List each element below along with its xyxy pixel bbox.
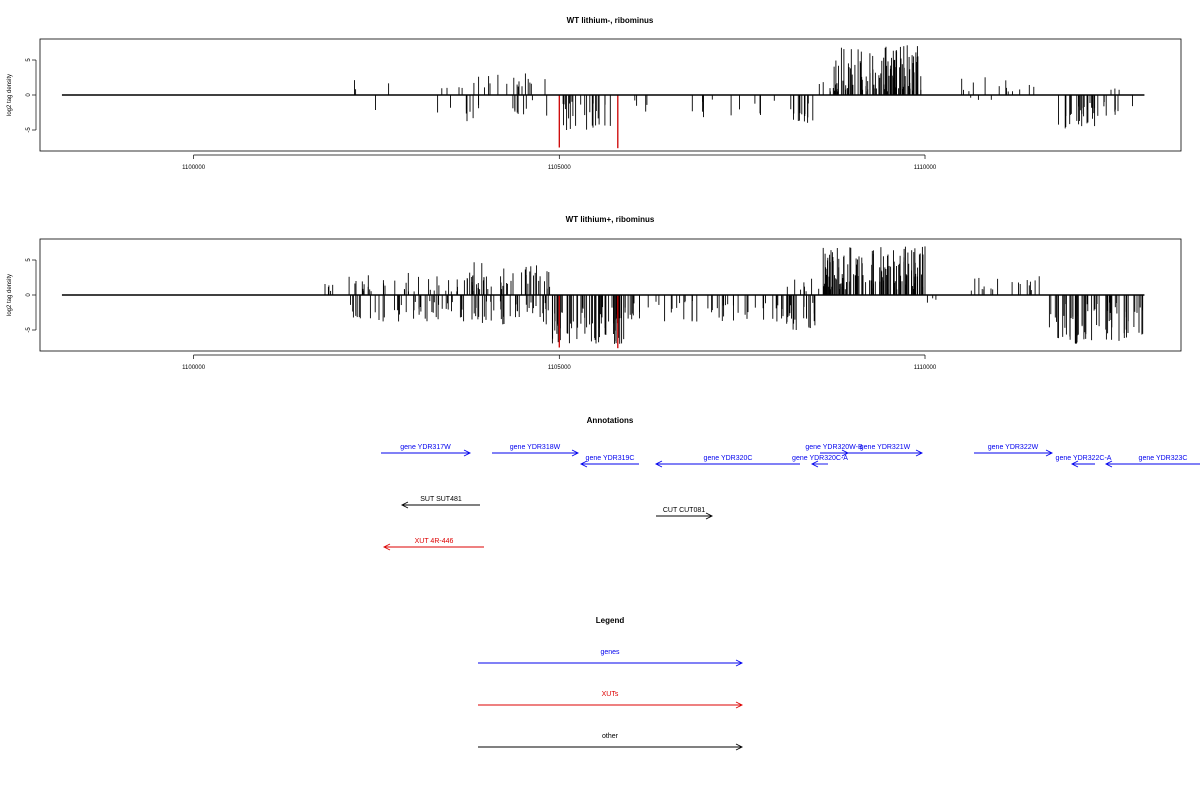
y-axis-label: log2 tag density (7, 274, 13, 316)
y-tick-label: -5 (26, 327, 32, 333)
gene-feature: gene YDR317W (381, 444, 472, 457)
legend-item: XUTs (478, 691, 744, 709)
gene-feature: gene YDR321W (848, 444, 924, 457)
feature-label: gene YDR320C (704, 455, 753, 462)
xut-feature: XUT 4R-446 (382, 538, 484, 551)
density-panel-lithium-plus: WT lithium+, ribominus log2 tag density … (7, 215, 1182, 371)
feature-arrowhead (1070, 460, 1079, 468)
feature-label: gene YDR322W (988, 444, 1039, 451)
y-tick-label: 0 (26, 293, 32, 297)
gene-feature: gene YDR318W (492, 444, 580, 457)
y-tick-label: 5 (26, 58, 32, 62)
y-axis-label: log2 tag density (7, 74, 13, 116)
density-bars (324, 246, 1144, 344)
feature-label: XUT 4R-446 (415, 538, 454, 545)
feature-label: gene YDR317W (400, 444, 451, 451)
legend-items: genes XUTs other (478, 649, 744, 751)
gene-feature: gene YDR320C-A (792, 455, 848, 468)
feature-arrowhead (705, 512, 714, 520)
gene-feature: gene YDR323C (1104, 455, 1200, 468)
legend-arrowhead (735, 659, 744, 667)
panel-title: WT lithium+, ribominus (566, 215, 655, 224)
axes: -5 0 5 1100000 1105000 1110000 (26, 58, 1145, 171)
other-feature: CUT CUT081 (656, 507, 714, 520)
gene-feature: gene YDR322W (974, 444, 1054, 457)
legend-item: genes (478, 649, 744, 667)
feature-label: gene YDR320C-A (792, 455, 848, 462)
feature-arrowhead (579, 460, 588, 468)
feature-arrowhead (463, 449, 472, 457)
legend-arrowhead (735, 701, 744, 709)
feature-arrowhead (810, 460, 819, 468)
y-tick-label: -5 (26, 127, 32, 133)
feature-arrowhead (1045, 449, 1054, 457)
legend: Legend genes XUTs other (478, 616, 744, 751)
plot-frame (39, 238, 1182, 352)
y-tick-label: 0 (26, 93, 32, 97)
legend-label: genes (600, 649, 620, 656)
density-panel-lithium-minus: WT lithium-, ribominus log2 tag density … (7, 16, 1182, 171)
legend-label: other (602, 733, 619, 740)
feature-label: gene YDR322C-A (1056, 455, 1112, 462)
feature-arrowhead (571, 449, 580, 457)
density-bars (354, 45, 1133, 130)
feature-label: gene YDR318W (510, 444, 561, 451)
x-tick-label: 1105000 (548, 365, 572, 371)
feature-arrowhead (915, 449, 924, 457)
feature-arrowhead (1104, 460, 1113, 468)
x-tick-label: 1100000 (182, 165, 206, 171)
gene-feature: gene YDR319C (579, 455, 639, 468)
plot-frame (39, 38, 1182, 152)
legend-title: Legend (596, 616, 625, 625)
annotations-section: Annotations gene YDR317W gene YDR318Wgene… (381, 416, 1200, 551)
highlight-bars (558, 295, 619, 349)
feature-arrowhead (654, 460, 663, 468)
feature-label: gene YDR321W (860, 444, 911, 451)
y-tick-label: 5 (26, 258, 32, 262)
x-tick-label: 1110000 (914, 365, 937, 371)
feature-label: CUT CUT081 (663, 507, 705, 514)
legend-arrowhead (735, 743, 744, 751)
panel-title: WT lithium-, ribominus (567, 16, 654, 25)
x-tick-label: 1110000 (914, 165, 937, 171)
legend-label: XUTs (602, 691, 619, 698)
feature-label: gene YDR320W-B (805, 444, 863, 451)
annotation-features: gene YDR317W gene YDR318W gene YDR319C gene… (381, 444, 1200, 551)
feature-label: gene YDR319C (586, 455, 635, 462)
feature-arrowhead (382, 543, 391, 551)
gene-feature: gene YDR320C (654, 455, 800, 468)
feature-label: gene YDR323C (1139, 455, 1188, 462)
x-tick-label: 1105000 (548, 165, 572, 171)
legend-item: other (478, 733, 744, 751)
gene-feature: gene YDR322C-A (1056, 455, 1112, 468)
annotations-title: Annotations (587, 416, 634, 425)
other-feature: SUT SUT481 (400, 496, 480, 509)
feature-arrowhead (400, 501, 409, 509)
feature-label: SUT SUT481 (420, 496, 462, 503)
x-tick-label: 1100000 (182, 365, 206, 371)
axes: -5 0 5 1100000 1105000 1110000 (26, 258, 1145, 371)
highlight-bars (558, 95, 619, 149)
